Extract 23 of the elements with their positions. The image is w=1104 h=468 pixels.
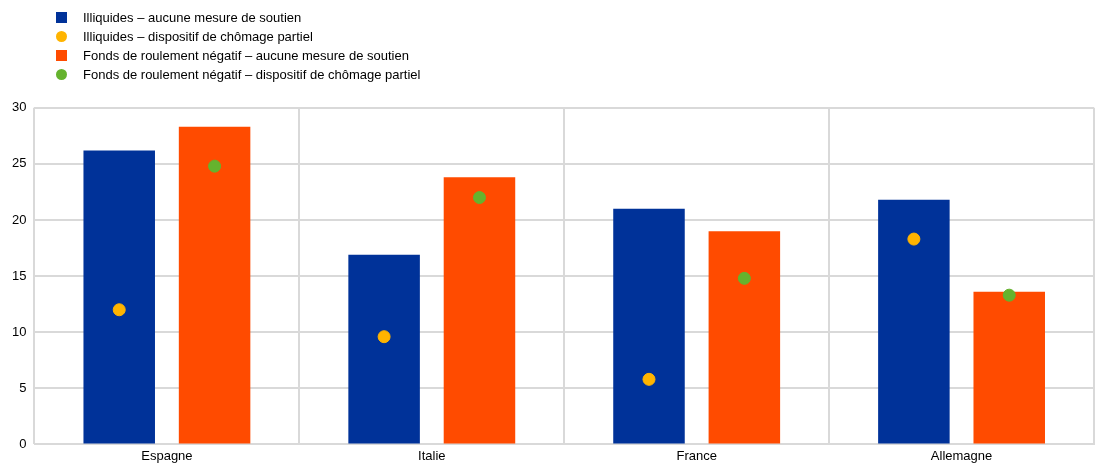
- legend-label: Fonds de roulement négatif – aucune mesure de soutien: [83, 48, 409, 63]
- x-tick-label: France: [676, 447, 717, 463]
- x-tick-label: Espagne: [141, 447, 193, 463]
- legend-label: Illiquides – dispositif de chômage partiel: [83, 29, 313, 44]
- bar: [973, 291, 1045, 444]
- bar: [348, 254, 420, 444]
- y-tick-label: 25: [11, 155, 27, 171]
- y-tick-label: 30: [11, 99, 27, 115]
- x-tick-label: Allemagne: [930, 447, 993, 463]
- bar: [613, 208, 685, 444]
- x-tick-label: Italie: [418, 447, 446, 463]
- y-tick-label: 20: [11, 211, 27, 227]
- legend-label: Illiquides – aucune mesure de soutien: [83, 10, 302, 25]
- bar: [83, 150, 155, 444]
- y-tick-label: 15: [11, 267, 27, 283]
- bar: [878, 199, 950, 444]
- y-tick-label: 0: [19, 435, 27, 451]
- bar: [443, 177, 516, 444]
- bar: [708, 231, 781, 444]
- y-tick-label: 5: [19, 379, 27, 395]
- legend-label: Fonds de roulement négatif – dispositif de chômage partiel: [83, 67, 421, 82]
- y-tick-label: 10: [11, 323, 27, 339]
- bar: [178, 126, 251, 444]
